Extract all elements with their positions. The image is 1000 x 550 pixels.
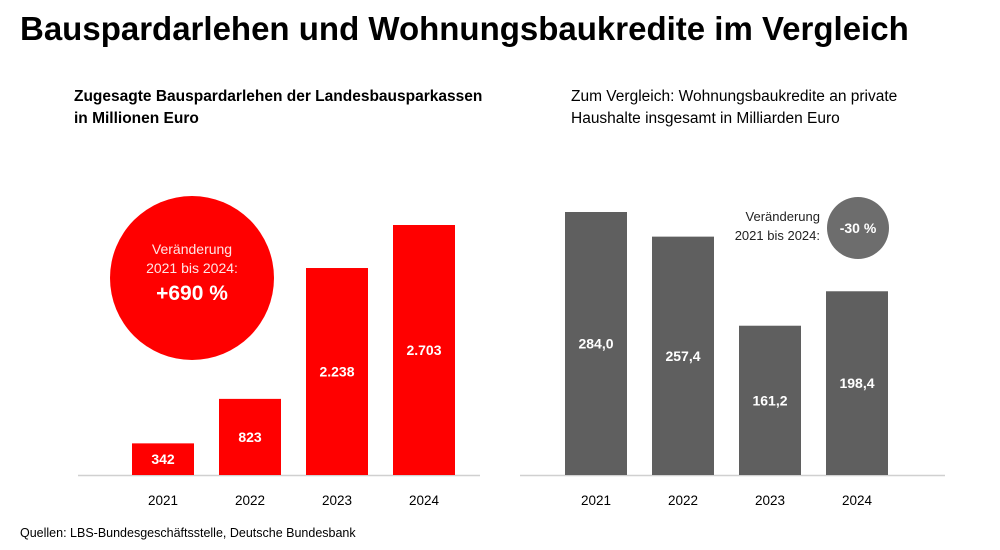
right-data-label: 257,4 [665, 348, 700, 364]
left-tick-label: 2021 [148, 493, 178, 508]
right-data-label: 198,4 [839, 375, 874, 391]
right-bar-2022 [652, 236, 714, 475]
right-data-label: 284,0 [578, 336, 613, 352]
left-data-label: 342 [151, 451, 175, 467]
left-data-label: 2.703 [406, 342, 441, 358]
right-tick-label: 2022 [668, 493, 698, 508]
left-tick-label: 2022 [235, 493, 265, 508]
right-chart-subtitle: Zum Vergleich: Wohnungsbaukredite an pri… [571, 88, 898, 127]
right-change-label-2: 2021 bis 2024: [734, 228, 820, 243]
right-data-label: 161,2 [752, 392, 787, 408]
left-change-value: +690 % [156, 282, 228, 305]
left-tick-label: 2024 [409, 493, 440, 508]
right-tick-label: 2021 [581, 493, 611, 508]
left-bar-2023 [306, 268, 368, 475]
right-change-label: Veränderung 2021 bis 2024: [716, 207, 820, 245]
right-tick-label: 2024 [842, 493, 873, 508]
right-bar-2021 [565, 212, 627, 475]
right-change-label-1: Veränderung [745, 209, 820, 224]
left-tick-label: 2023 [322, 493, 352, 508]
left-change-label-2: 2021 bis 2024: [146, 260, 238, 276]
left-bar-2022 [219, 398, 281, 475]
right-tick-label: 2023 [755, 493, 785, 508]
left-change-label-1: Veränderung [151, 241, 233, 257]
right-bar-2023 [739, 325, 801, 475]
right-change-badge: -30 % [827, 197, 889, 259]
left-data-label: 823 [238, 429, 262, 445]
left-bar-2024 [393, 225, 455, 475]
page-title: Bauspardarlehen und Wohnungsbaukredite i… [20, 10, 909, 47]
left-bar-2021 [132, 443, 194, 475]
right-bar-2024 [826, 291, 888, 475]
left-change-badge: Veränderung 2021 bis 2024: +690 % [110, 196, 274, 360]
left-data-label: 2.238 [319, 364, 354, 380]
source-note: Quellen: LBS-Bundesgeschäftsstelle, Deut… [20, 526, 356, 540]
left-chart-subtitle: Zugesagte Bauspardarlehen der Landesbaus… [74, 88, 483, 127]
